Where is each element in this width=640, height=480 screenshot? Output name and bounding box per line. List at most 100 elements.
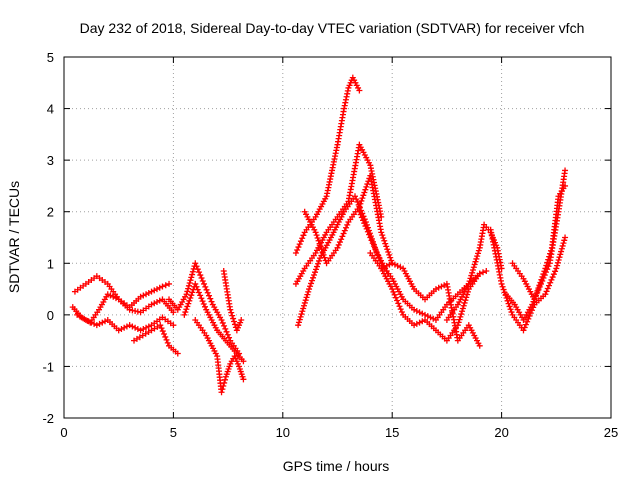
trace-marker: [223, 328, 230, 335]
trace-marker: [427, 314, 434, 321]
trace-marker: [163, 336, 170, 343]
trace-marker: [435, 284, 442, 291]
data-point: [292, 249, 299, 256]
trace-marker: [91, 320, 98, 327]
trace-marker: [558, 248, 565, 255]
trace-marker: [196, 269, 203, 276]
trace-marker: [539, 273, 546, 280]
data-point: [352, 193, 359, 200]
trace-marker: [123, 323, 130, 330]
trace-marker: [470, 264, 477, 271]
trace-marker: [397, 264, 404, 271]
trace-marker: [96, 320, 103, 327]
trace-marker: [368, 237, 375, 244]
data-point: [93, 322, 100, 329]
trace-marker: [362, 186, 369, 193]
trace-marker: [186, 279, 193, 286]
trace-marker: [383, 262, 390, 269]
trace-marker: [195, 289, 202, 296]
trace-marker: [194, 266, 201, 273]
trace-marker: [388, 257, 395, 264]
trace-marker: [543, 262, 550, 269]
trace-marker: [381, 237, 388, 244]
trace-marker: [386, 261, 393, 268]
trace-marker: [314, 263, 321, 270]
trace-marker: [314, 234, 321, 241]
trace-marker: [184, 303, 191, 310]
trace-marker: [527, 310, 534, 317]
trace-marker: [222, 376, 229, 383]
trace-marker: [162, 333, 169, 340]
data-point: [181, 311, 188, 318]
trace-marker: [545, 256, 552, 263]
trace-marker: [311, 272, 318, 279]
trace-marker: [361, 220, 368, 227]
trace-marker: [153, 298, 160, 305]
trace-marker: [317, 243, 324, 250]
trace-marker: [145, 289, 152, 296]
trace-marker: [110, 293, 117, 300]
trace-marker: [554, 262, 561, 269]
trace-marker: [129, 323, 136, 330]
x-tick-label: 5: [170, 425, 177, 440]
y-tick-label: -2: [42, 411, 54, 426]
trace-marker: [380, 234, 387, 241]
trace-marker: [143, 324, 150, 331]
trace-marker: [185, 285, 192, 292]
trace-marker: [385, 249, 392, 256]
trace-marker: [301, 302, 308, 309]
tick-labels: 0 5 10 15 20 25 -2 -1 0 1 2 3 4 5: [42, 50, 618, 440]
trace-marker: [221, 379, 228, 386]
trace-marker: [554, 259, 561, 266]
trace-marker: [543, 288, 550, 295]
trace-marker: [459, 305, 466, 312]
trace-marker: [475, 250, 482, 257]
x-tick-label: 0: [60, 425, 67, 440]
trace-marker: [313, 266, 320, 273]
data-point: [170, 322, 177, 329]
trace-marker: [360, 217, 367, 224]
trace-marker: [394, 297, 401, 304]
trace-marker: [541, 268, 548, 275]
trace-marker: [304, 291, 311, 298]
trace-marker: [193, 283, 200, 290]
data-point: [227, 306, 234, 313]
trace-marker: [140, 326, 147, 333]
trace-marker: [360, 192, 367, 199]
trace-marker: [207, 295, 214, 302]
data-point: [240, 358, 247, 365]
trace-marker: [185, 282, 192, 289]
trace-marker: [396, 303, 403, 310]
trace-marker: [343, 224, 350, 231]
trace-marker: [189, 271, 196, 278]
trace-marker: [380, 264, 387, 271]
trace-marker: [391, 261, 398, 268]
data-point: [378, 229, 385, 236]
trace-marker: [560, 240, 567, 247]
trace-marker: [547, 247, 554, 254]
trace-marker: [156, 284, 163, 291]
trace-marker: [297, 313, 304, 320]
y-tick-label: 1: [47, 256, 54, 271]
trace-marker: [202, 283, 209, 290]
trace-marker: [198, 275, 205, 282]
trace-marker: [534, 287, 541, 294]
trace-marker: [384, 246, 391, 253]
data-point: [157, 322, 164, 329]
trace-marker: [549, 274, 556, 281]
trace-marker: [302, 297, 309, 304]
trace-marker: [540, 271, 547, 278]
trace-marker: [525, 315, 532, 322]
x-tick-label: 25: [604, 425, 618, 440]
trace-marker: [546, 253, 553, 260]
trace-marker: [474, 253, 481, 260]
trace-marker: [295, 244, 302, 251]
trace-marker: [189, 268, 196, 275]
data-point: [183, 291, 190, 298]
trace-marker: [341, 227, 348, 234]
trace-marker: [230, 315, 237, 322]
trace-marker: [500, 286, 507, 293]
trace-marker: [419, 310, 426, 317]
trace-marker: [226, 334, 233, 341]
